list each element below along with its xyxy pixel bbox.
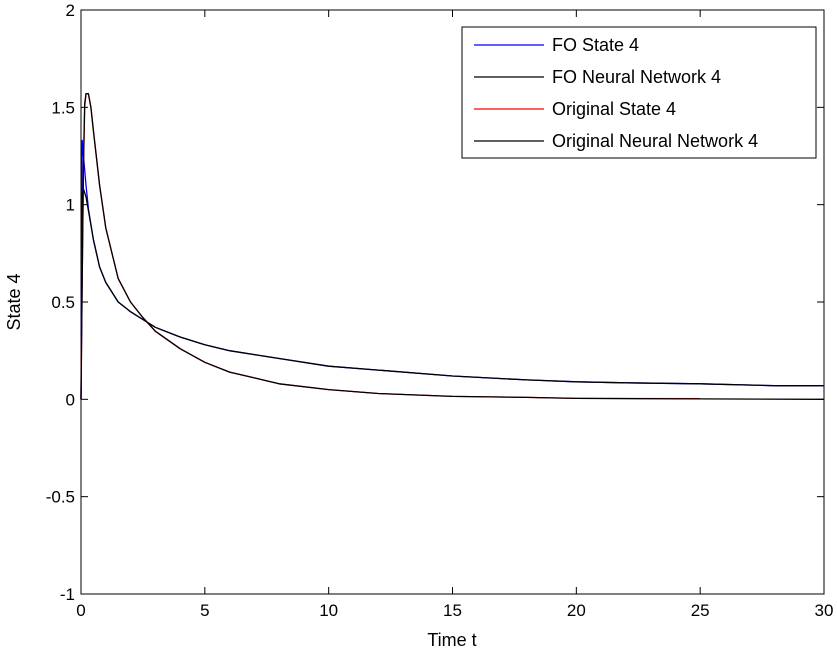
legend-label: Original State 4: [552, 99, 676, 119]
legend-label: Original Neural Network 4: [552, 131, 758, 151]
y-axis-label: State 4: [4, 273, 24, 330]
y-tick-label: 1: [66, 196, 75, 215]
y-tick-label: 0.5: [51, 293, 75, 312]
x-tick-label: 15: [443, 601, 462, 620]
x-tick-label: 30: [815, 601, 834, 620]
legend-label: FO Neural Network 4: [552, 67, 721, 87]
x-tick-label: 5: [200, 601, 209, 620]
series-lines: [80, 93, 825, 400]
legend-box: [461, 26, 817, 159]
y-tick-label: 1.5: [51, 98, 75, 117]
series-line-fo-neural-network-4: [80, 188, 824, 400]
x-tick-label: 10: [319, 601, 338, 620]
x-axis-label: Time t: [427, 630, 476, 650]
x-tick-label: 20: [567, 601, 586, 620]
x-tick-label: 0: [76, 601, 85, 620]
legend-label: FO State 4: [552, 35, 639, 55]
y-tick-label: -0.5: [46, 488, 75, 507]
x-tick-label: 25: [691, 601, 710, 620]
y-tick-label: 0: [66, 390, 75, 409]
y-tick-label: -1: [60, 585, 75, 604]
legend: FO State 4 FO Neural Network 4 Original St…: [461, 26, 817, 159]
axis-ticks: 0 5 10 15 20 25 30 -1 -0.5 0 0.5 1 1.5 2: [46, 1, 834, 620]
y-tick-label: 2: [66, 1, 75, 20]
series-line-original-neural-network-4: [80, 93, 825, 400]
